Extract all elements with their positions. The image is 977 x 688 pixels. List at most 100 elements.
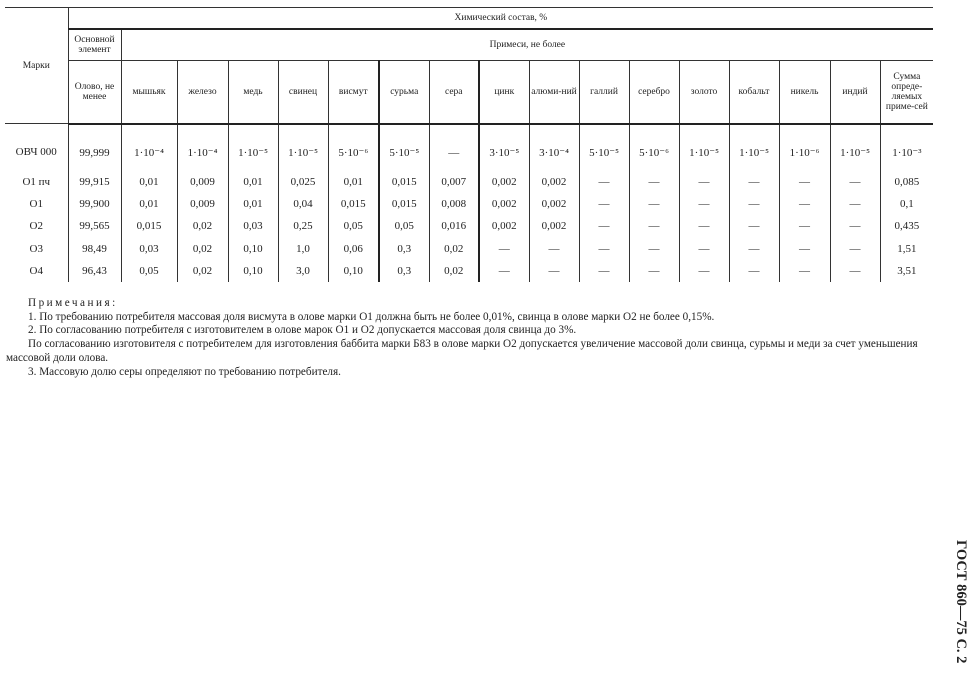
table-cell: — [678, 192, 729, 216]
table-cell: 0,02 [176, 237, 228, 261]
table-cell: 0,10 [227, 260, 278, 283]
column-header: висмут [327, 60, 379, 125]
table-cell: 1·10⁻³ [879, 123, 934, 171]
table-cell: — [578, 192, 629, 216]
table-cell: 1,51 [879, 237, 934, 261]
table-cell: — [778, 192, 830, 216]
table-cell: 0,02 [428, 237, 479, 261]
table-row: О4 96,43 0,05 0,02 0,10 3,0 0,10 0,3 0,02— — — — — — —… [5, 260, 934, 283]
table-cell: — [778, 215, 830, 238]
table-cell: 0,002 [528, 192, 579, 216]
table-cell: — [678, 215, 729, 238]
table-row: О3 98,49 0,03 0,02 0,10 1,0 0,06 0,3 0,02— — — — — — —… [5, 237, 934, 261]
note-3: 3. Массовую долю серы определяют по треб… [28, 365, 341, 378]
table-cell: 5·10⁻⁵ [578, 123, 629, 171]
table-cell: — [578, 260, 629, 283]
table-cell: 0,02 [176, 260, 228, 283]
table-cell: — [728, 260, 779, 283]
table-cell: 0,05 [120, 260, 177, 283]
table-cell: — [578, 215, 629, 238]
table-cell: 0,01 [120, 192, 177, 216]
table-cell: 3,0 [277, 260, 328, 283]
table-cell: 0,01 [120, 170, 177, 193]
table-cell: 1,0 [277, 237, 328, 261]
column-header: железо [176, 60, 228, 125]
table-cell: — [528, 237, 579, 261]
table-cell: — [728, 215, 779, 238]
table-cell: — [678, 237, 729, 261]
table-cell: — [778, 170, 830, 193]
table-cell: 0,04 [277, 192, 328, 216]
table-cell: — [829, 237, 880, 261]
table-cell: 96,43 [67, 260, 121, 283]
table-cell: 98,49 [67, 237, 121, 261]
table-cell: — [578, 237, 629, 261]
table-cell: 1·10⁻⁵ [227, 123, 278, 171]
table-cell: 1·10⁻⁵ [678, 123, 729, 171]
table-cell: 3,51 [879, 260, 934, 283]
table-cell: 0,015 [378, 170, 429, 193]
table-cell: 1·10⁻⁵ [277, 123, 328, 171]
table-cell: 0,015 [327, 192, 379, 216]
table-cell: 0,01 [227, 170, 278, 193]
table-cell: 0,1 [879, 192, 934, 216]
header-marks: Марки [5, 7, 68, 124]
column-header: кобальт [728, 60, 779, 125]
table-cell: 1·10⁻⁵ [728, 123, 779, 171]
table-cell: 0,06 [327, 237, 379, 261]
table-cell: 0,03 [120, 237, 177, 261]
table-cell: — [578, 170, 629, 193]
table-cell: 1·10⁻⁵ [829, 123, 880, 171]
column-header: никель [778, 60, 830, 125]
table-cell: 99,900 [67, 192, 121, 216]
column-header: цинк [478, 60, 529, 125]
table-cell: 0,10 [227, 237, 278, 261]
table-cell: 0,007 [428, 170, 479, 193]
table-cell: — [678, 170, 729, 193]
row-mark: О1 [29, 198, 43, 211]
column-header: золото [678, 60, 729, 125]
table-row: О1 99,900 0,01 0,009 0,01 0,04 0,015 0,015 0,008… [5, 192, 934, 216]
table-row: О1 пч 99,915 0,01 0,009 0,01 0,025 0,01 0,015 0,… [5, 170, 934, 193]
table-cell: 5·10⁻⁶ [628, 123, 679, 171]
table-cell: 5·10⁻⁶ [327, 123, 379, 171]
column-header: галлий [578, 60, 629, 125]
column-header: сурьма [378, 60, 429, 125]
table-cell: 0,085 [879, 170, 934, 193]
table-cell: 3·10⁻⁵ [478, 123, 529, 171]
table-cell: 0,015 [378, 192, 429, 216]
table-cell: — [628, 170, 679, 193]
table-cell: — [628, 260, 679, 283]
table-row: ОВЧ 000 99,999 1·10⁻⁴ 1·10⁻⁴ 1·10⁻⁵ 1·10⁻⁵ 5·1… [5, 123, 934, 171]
table-cell: — [628, 237, 679, 261]
table-cell: 0,009 [176, 170, 228, 193]
column-header: сера [428, 60, 479, 125]
table-cell: — [628, 192, 679, 216]
table-cell: 1·10⁻⁶ [778, 123, 830, 171]
table-cell: — [829, 260, 880, 283]
chemical-composition-table: Марки Химический состав, % Основной элем… [5, 7, 934, 283]
table-cell: — [829, 215, 880, 238]
note-1: 1. По требованию потребителя массовая до… [28, 310, 715, 323]
table-cell: 0,25 [277, 215, 328, 238]
table-cell: 0,002 [528, 215, 579, 238]
table-cell: 99,565 [67, 215, 121, 238]
header-base-element: Основной элемент [67, 28, 121, 61]
row-mark: О4 [29, 265, 43, 278]
table-cell: 0,015 [120, 215, 177, 238]
row-mark: О1 пч [22, 175, 51, 188]
table-cell: 0,10 [327, 260, 379, 283]
table-cell: — [528, 260, 579, 283]
table-cell: — [628, 215, 679, 238]
table-cell: 0,3 [378, 237, 429, 261]
table-cell: 0,435 [879, 215, 934, 238]
column-header: серебро [628, 60, 679, 125]
table-cell: — [778, 260, 830, 283]
table-cell: 0,009 [176, 192, 228, 216]
table-cell: 99,915 [67, 170, 121, 193]
table-cell: — [829, 170, 880, 193]
table-cell: — [428, 123, 479, 171]
notes-title: Примечания: [28, 297, 118, 309]
table-cell: 0,02 [428, 260, 479, 283]
table-cell: — [678, 260, 729, 283]
